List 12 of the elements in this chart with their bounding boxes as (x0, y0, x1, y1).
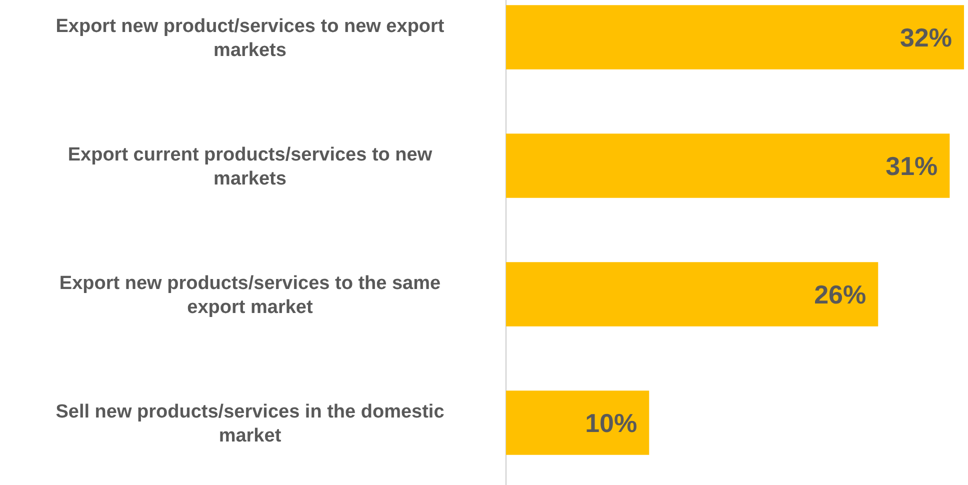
bar (506, 390, 650, 455)
bar (506, 262, 878, 326)
data-label: 31% (886, 150, 938, 181)
y-tick-label: Export new product/services to new export markets (56, 16, 445, 61)
data-label: 10% (585, 408, 638, 438)
data-label: 26% (814, 279, 866, 310)
bar (506, 5, 964, 70)
bar (506, 134, 950, 198)
y-tick-label: Export current products/services to new markets (68, 144, 432, 190)
y-tick-label: Export new products/services to the same export market (59, 272, 441, 318)
y-tick-label: Sell new products/services in the domestic market (56, 401, 445, 446)
data-label: 32% (900, 22, 952, 52)
